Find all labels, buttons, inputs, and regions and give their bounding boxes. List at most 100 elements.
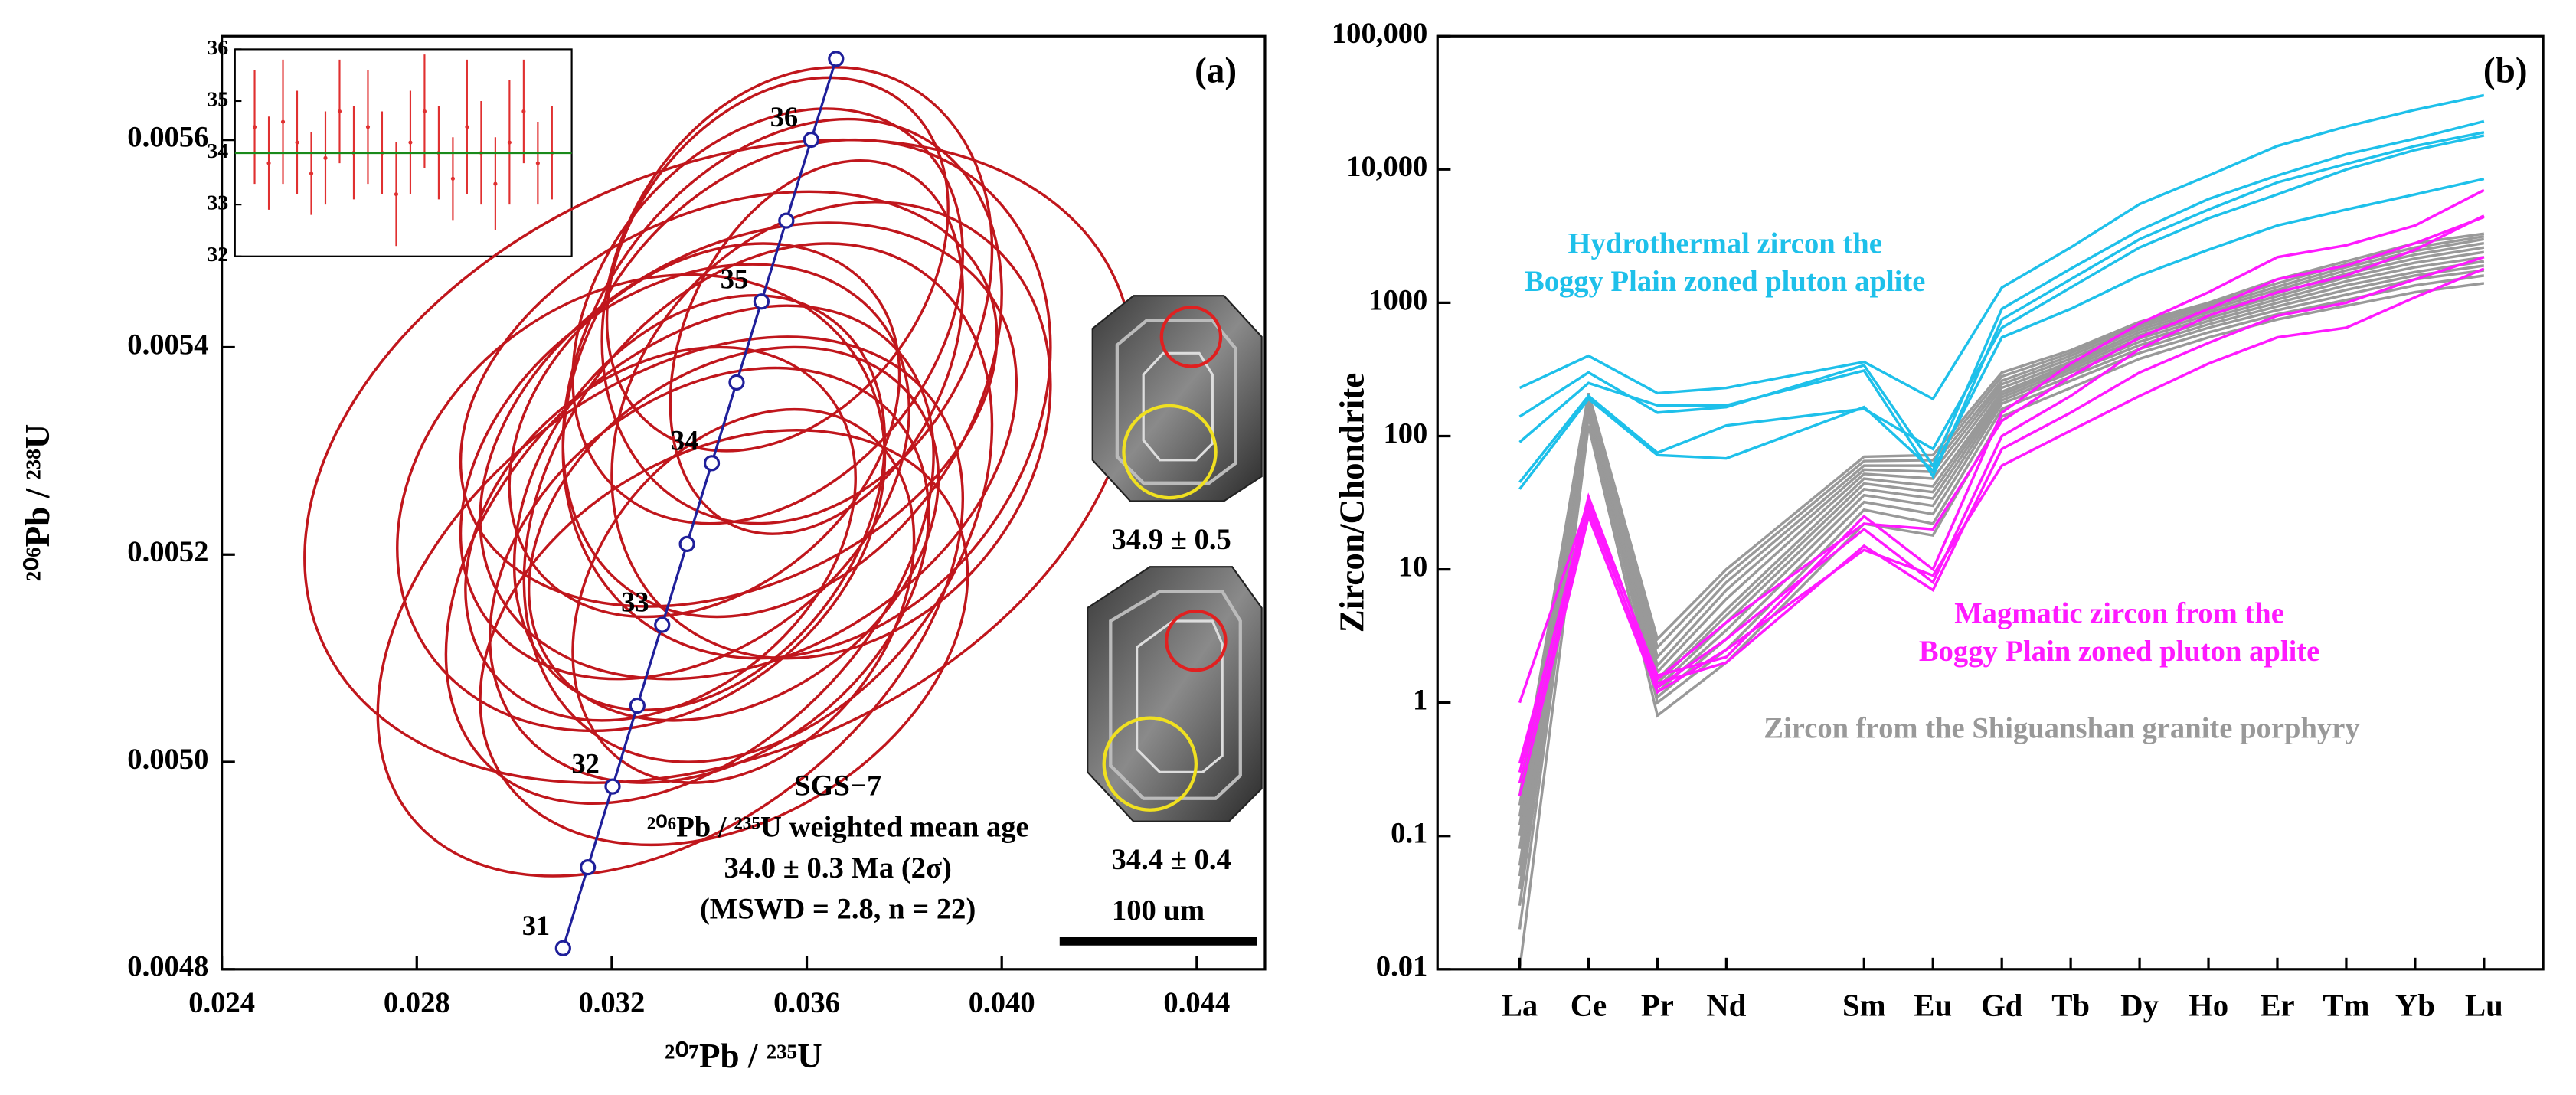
age-label: 34 [671,425,698,456]
inset-point [280,119,286,124]
age-label: 35 [721,263,748,294]
error-ellipse [396,273,887,733]
group-label: Zircon from the Shiguanshan granite porp… [1764,713,2359,745]
x-tick-label: 0.044 [1163,987,1230,1019]
x-tick-label: Yb [2395,989,2435,1023]
x-tick-label: La [1502,989,1538,1023]
inset-point [266,161,271,165]
inset-point [365,125,371,129]
error-ellipse [459,263,910,681]
x-tick-label: 0.024 [188,987,255,1019]
ree-line [1518,241,2485,826]
x-tick-label: Tb [2051,989,2090,1023]
error-ellipse [561,117,1003,619]
annotation: 34.0 ± 0.3 Ma (2σ) [724,852,951,884]
group-label: Hydrothermal zircon the [1568,228,1882,260]
y-tick-label: 10 [1398,551,1428,583]
spot-age: 34.4 ± 0.4 [1112,844,1231,876]
age-marker [678,535,695,553]
scale-bar-label: 100 um [1112,895,1205,927]
y-axis-label: ²⁰⁶Pb / ²³⁸U [18,424,57,582]
age-marker [728,374,745,391]
y-axis-label: Zircon/Chondrite [1332,373,1371,633]
x-tick-label: Gd [1981,989,2023,1023]
spot-circle [1102,716,1198,812]
zircon-zoning [1109,590,1242,800]
error-ellipse [610,201,1052,660]
ree-line [1518,267,2485,796]
ree-line [1518,215,2485,773]
y-tick-label: 0.0056 [127,122,208,154]
ree-line [1518,177,2485,490]
age-marker [778,212,795,229]
age-label: 33 [621,587,649,618]
x-tick-label: Ce [1571,989,1607,1023]
age-marker [554,940,571,956]
inset-point [422,109,427,114]
x-tick-label: 0.032 [578,987,645,1019]
age-marker [703,455,721,472]
age-label: 32 [571,749,599,780]
zircon-grain [1087,566,1263,822]
plot-frame [221,34,1267,971]
zircon-zoning [1136,619,1224,773]
x-tick-label: Tm [2323,989,2369,1023]
spot-age: 34.9 ± 0.5 [1112,524,1231,556]
age-marker [580,858,597,876]
age-marker [828,51,845,67]
age-label: 36 [770,102,798,132]
annotation: ²⁰⁶Pb / ²³⁵U weighted mean age [647,811,1029,843]
inset-point [507,140,512,145]
y-tick-label: 0.0050 [127,744,208,776]
error-ellipse [376,335,964,878]
x-tick-label: 0.036 [773,987,840,1019]
ree-line [1518,256,2485,783]
spot-circle [1165,609,1228,672]
ree-line [1518,264,2485,890]
error-ellipse [605,76,950,453]
age-marker [629,697,646,714]
x-tick-label: Dy [2120,989,2159,1023]
spot-circle [1122,404,1218,500]
ree-line [1518,93,2485,401]
y-tick-label: 100,000 [1332,18,1427,50]
y-tick-label: 100 [1383,417,1427,449]
error-ellipse [508,242,901,619]
inset-tick-label: 34 [207,139,228,163]
error-ellipse [303,138,1135,784]
x-tick-label: Er [2260,989,2294,1023]
error-ellipse [669,159,964,535]
ree-line [1518,250,2485,849]
ree-line [1518,256,2485,866]
x-tick-label: Sm [1842,989,1886,1023]
ree-line [1518,282,2485,970]
ree-line [1518,188,2485,704]
annotation: SGS−7 [794,770,881,802]
panel-label: (b) [2483,51,2528,90]
y-tick-label: 1000 [1368,284,1427,316]
y-tick-label: 0.0054 [127,328,208,361]
y-tick-label: 0.01 [1376,951,1428,983]
inset-point [394,192,399,197]
panel-label: (a) [1195,51,1237,90]
x-axis-label: ²⁰⁷Pb / ²³⁵U [665,1037,822,1075]
age-marker [654,616,671,633]
ree-line [1518,119,2485,469]
error-ellipse [479,429,969,847]
inset-point [252,125,257,129]
age-marker [753,293,770,310]
error-ellipse [512,294,887,712]
spot-circle [1159,306,1223,368]
inset-tick-label: 33 [207,191,228,215]
inset-point [521,109,526,114]
inset-tick-label: 36 [207,36,228,60]
ree-line [1518,260,2485,877]
inset-point [465,125,469,129]
zircon-images [1059,295,1263,946]
inset-point [493,181,498,186]
plot-frame [1436,34,2545,971]
x-tick-label: Pr [1641,989,1674,1023]
inset-point [323,155,328,160]
ree-line [1518,274,2485,930]
